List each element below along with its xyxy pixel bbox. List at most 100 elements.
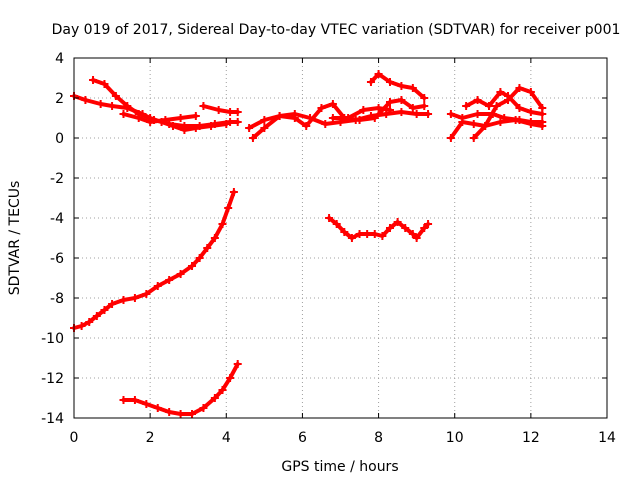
y-tick-label: 4 <box>55 51 64 67</box>
data-point <box>462 102 471 110</box>
data-point <box>496 88 505 96</box>
data-point <box>100 306 109 314</box>
data-point <box>207 122 216 130</box>
series-line <box>369 72 427 100</box>
y-axis-label: SDTVAR / TECUs <box>7 181 23 296</box>
data-point <box>214 106 223 114</box>
series-line <box>72 190 236 330</box>
data-point <box>108 300 117 308</box>
plot-frame <box>73 57 608 419</box>
data-point <box>355 230 364 238</box>
data-point <box>248 134 257 142</box>
data-point <box>359 106 368 114</box>
data-point <box>366 78 375 86</box>
data-series-15 <box>469 84 547 142</box>
data-point <box>176 270 185 278</box>
data-point <box>458 114 467 122</box>
data-point <box>374 70 383 78</box>
data-point <box>469 120 478 128</box>
data-point <box>401 224 410 232</box>
data-point <box>233 118 242 126</box>
data-point <box>412 110 421 118</box>
data-point <box>123 102 132 110</box>
data-point <box>385 98 394 106</box>
data-point <box>180 126 189 134</box>
x-axis-label: GPS time / hours <box>281 459 398 475</box>
data-point <box>130 294 139 302</box>
x-tick-label: 4 <box>222 430 231 446</box>
data-series-7 <box>328 104 394 122</box>
data-point <box>168 122 177 130</box>
data-series-group <box>70 70 547 418</box>
data-point <box>96 100 105 108</box>
data-point <box>108 102 117 110</box>
data-point <box>420 94 429 102</box>
y-tick-label: -8 <box>50 291 64 307</box>
data-point <box>245 124 254 132</box>
data-point <box>500 114 509 122</box>
data-point <box>408 84 417 92</box>
data-point <box>199 404 208 412</box>
data-point <box>199 102 208 110</box>
data-point <box>85 318 94 326</box>
x-tick-label: 0 <box>70 430 79 446</box>
data-point <box>473 110 482 118</box>
data-point <box>397 82 406 90</box>
data-point <box>302 122 311 130</box>
data-point <box>374 104 383 112</box>
data-series-11 <box>119 360 242 418</box>
data-point <box>142 400 151 408</box>
data-point <box>515 84 524 92</box>
y-tick-label: -10 <box>41 331 64 347</box>
data-point <box>191 124 200 132</box>
data-point <box>165 408 174 416</box>
data-point <box>370 114 379 122</box>
data-series-9 <box>325 214 433 242</box>
data-point <box>119 396 128 404</box>
data-point <box>420 102 429 110</box>
data-point <box>111 92 120 100</box>
data-point <box>161 116 170 124</box>
data-point <box>203 244 212 252</box>
data-point <box>492 102 501 110</box>
data-point <box>355 116 364 124</box>
data-point <box>347 234 356 242</box>
data-point <box>130 396 139 404</box>
data-point <box>412 234 421 242</box>
data-point <box>325 214 334 222</box>
data-point <box>484 102 493 110</box>
y-tick-label: -14 <box>41 411 64 427</box>
data-point <box>275 112 284 120</box>
data-point <box>370 230 379 238</box>
y-tick-label: -2 <box>50 171 64 187</box>
data-point <box>77 322 86 330</box>
data-point <box>424 220 433 228</box>
data-point <box>526 88 535 96</box>
data-point <box>218 220 227 228</box>
data-point <box>222 120 231 128</box>
data-point <box>515 104 524 112</box>
data-point <box>165 276 174 284</box>
data-point <box>176 410 185 418</box>
data-point <box>218 386 227 394</box>
data-point <box>290 114 299 122</box>
data-point <box>469 134 478 142</box>
data-point <box>146 118 155 126</box>
data-point <box>344 114 353 122</box>
data-series-3 <box>119 110 200 126</box>
data-point <box>420 224 429 232</box>
data-point <box>89 76 98 84</box>
data-point <box>328 114 337 122</box>
data-point <box>496 118 505 126</box>
data-point <box>233 360 242 368</box>
data-series-13 <box>446 110 547 126</box>
x-tick-label: 10 <box>446 430 464 446</box>
data-point <box>260 116 269 124</box>
data-point <box>328 100 337 108</box>
data-point <box>134 114 143 122</box>
data-point <box>191 112 200 120</box>
data-point <box>142 290 151 298</box>
data-point <box>397 96 406 104</box>
data-point <box>176 114 185 122</box>
